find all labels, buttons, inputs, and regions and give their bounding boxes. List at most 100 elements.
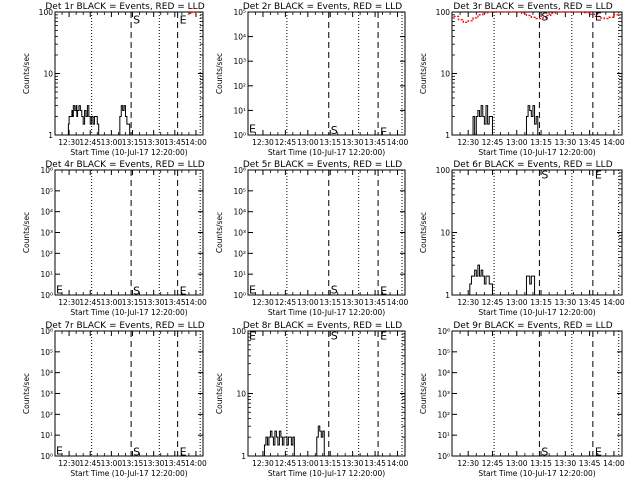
detector-panel-5: Det 5r BLACK = Events, RED = LLD 10⁰ 10¹ 10…: [215, 160, 409, 317]
end-marker-E: E: [595, 446, 602, 459]
y-tick-label: 1: [445, 131, 450, 140]
panel-title: Det 6r BLACK = Events, RED = LLD: [453, 160, 612, 170]
x-tick-label: 12:45: [79, 138, 101, 147]
x-tick-label: 13:30: [555, 459, 577, 468]
y-tick-label: 10⁶: [437, 327, 450, 336]
end-marker-E: E: [180, 446, 187, 459]
x-tick-label: 12:45: [79, 459, 101, 468]
start-marker-S: S: [133, 285, 140, 298]
x-tick-label: 12:45: [275, 138, 297, 147]
x-tick-label: 12:30: [457, 459, 479, 468]
x-tick-label: 12:45: [275, 459, 297, 468]
detector-panel-9: Det 9r BLACK = Events, RED = LLD 10⁰ 10¹ 10…: [419, 321, 625, 478]
x-tick-label: 12:30: [58, 298, 80, 307]
x-tick-label: 14:00: [185, 459, 207, 468]
x-tick-label: 13:30: [555, 298, 577, 307]
y-axis-label: Counts/sec: [215, 373, 224, 414]
x-tick-label: 13:15: [530, 138, 552, 147]
y-tick-label: 10⁴: [437, 369, 450, 378]
series-events-line: [67, 105, 131, 136]
x-tick-label: 12:30: [252, 138, 274, 147]
x-tick-label: 14:00: [603, 138, 625, 147]
y-axis-label: Counts/sec: [215, 53, 224, 94]
x-tick-label: 13:15: [122, 298, 144, 307]
y-axis-label: Counts/sec: [215, 212, 224, 253]
y-tick-label: 10²: [233, 249, 246, 258]
start-marker-S: S: [133, 14, 140, 27]
detector-panel-1: Det 1r BLACK = Events, RED = LLD 1 10 100 12…: [22, 2, 207, 157]
y-tick-label: 10: [236, 390, 246, 399]
y-tick-label: 10³: [233, 229, 246, 238]
detector-panel-7: Det 7r BLACK = Events, RED = LLD 10⁰ 10¹ 10…: [22, 321, 207, 478]
plot-frame: [247, 169, 406, 296]
left-marker-E: E: [249, 329, 256, 342]
y-tick-label: 10⁰: [40, 452, 53, 461]
x-tick-label: 13:15: [530, 459, 552, 468]
y-tick-label: 10⁴: [40, 208, 53, 217]
panel-title: Det 3r BLACK = Events, RED = LLD: [453, 2, 612, 12]
x-tick-label: 13:45: [579, 298, 601, 307]
y-tick-label: 100: [436, 8, 451, 17]
x-tick-label: 13:15: [319, 298, 341, 307]
x-tick-label: 14:00: [185, 298, 207, 307]
y-axis-label: Counts/sec: [22, 53, 31, 94]
y-tick-label: 10⁰: [233, 291, 246, 300]
end-marker-E: E: [180, 14, 187, 27]
y-axis-label: Counts/sec: [22, 373, 31, 414]
x-axis-label: Start Time (10-Jul-17 12:20:00): [268, 308, 385, 317]
y-tick-label: 10²: [40, 249, 53, 258]
plot-frame: [54, 169, 204, 296]
x-tick-label: 14:00: [387, 298, 409, 307]
series-events-line: [262, 425, 325, 457]
y-tick-label: 10⁰: [40, 291, 53, 300]
y-tick-label: 1: [48, 131, 53, 140]
start-marker-S: S: [331, 124, 338, 137]
y-tick-label: 10⁴: [233, 33, 246, 42]
x-tick-label: 14:00: [603, 298, 625, 307]
y-tick-label: 10⁵: [40, 348, 53, 357]
y-tick-label: 10⁵: [437, 348, 450, 357]
y-tick-label: 10¹: [233, 270, 246, 279]
series-events-line: [471, 105, 539, 136]
start-marker-S: S: [541, 10, 548, 23]
start-marker-S: S: [541, 446, 548, 459]
x-tick-label: 14:00: [603, 459, 625, 468]
end-marker-E: E: [380, 285, 387, 298]
x-tick-label: 13:45: [164, 138, 186, 147]
y-tick-label: 10⁵: [233, 8, 246, 17]
y-tick-label: 100: [436, 166, 451, 175]
y-tick-label: 10⁴: [233, 208, 246, 217]
y-tick-label: 100: [39, 8, 54, 17]
x-tick-label: 13:30: [143, 298, 165, 307]
y-axis-label: Counts/sec: [419, 53, 428, 94]
y-tick-label: 10²: [233, 82, 246, 91]
x-tick-label: 13:45: [164, 298, 186, 307]
y-tick-label: 10: [440, 70, 450, 79]
panel-title: Det 8r BLACK = Events, RED = LLD: [243, 321, 402, 331]
plot-frame: [247, 11, 406, 136]
x-tick-label: 13:00: [101, 298, 123, 307]
start-marker-S: S: [331, 284, 338, 297]
x-tick-label: 12:45: [482, 138, 504, 147]
x-axis-label: Start Time (10-Jul-17 12:20:00): [268, 148, 385, 157]
x-tick-label: 13:00: [297, 459, 319, 468]
panel-title: Det 9r BLACK = Events, RED = LLD: [453, 321, 612, 331]
x-tick-label: 13:00: [297, 298, 319, 307]
x-tick-label: 12:45: [482, 298, 504, 307]
x-tick-label: 13:15: [319, 138, 341, 147]
y-tick-label: 10¹: [437, 431, 450, 440]
y-tick-label: 10⁴: [40, 369, 53, 378]
y-axis-label: Counts/sec: [22, 212, 31, 253]
series-events-line: [468, 264, 536, 296]
x-tick-label: 13:00: [101, 138, 123, 147]
x-tick-label: 12:45: [275, 298, 297, 307]
panel-title: Det 2r BLACK = Events, RED = LLD: [243, 2, 402, 12]
x-tick-label: 12:30: [252, 459, 274, 468]
x-axis-label: Start Time (10-Jul-17 12:20:00): [478, 148, 595, 157]
x-tick-label: 12:45: [79, 298, 101, 307]
y-tick-label: 10⁶: [233, 166, 246, 175]
detector-panel-2: Det 2r BLACK = Events, RED = LLD 10⁰ 10¹ 10…: [215, 2, 409, 157]
y-tick-label: 10³: [233, 57, 246, 66]
y-tick-label: 1: [445, 291, 450, 300]
start-marker-S: S: [331, 329, 338, 342]
